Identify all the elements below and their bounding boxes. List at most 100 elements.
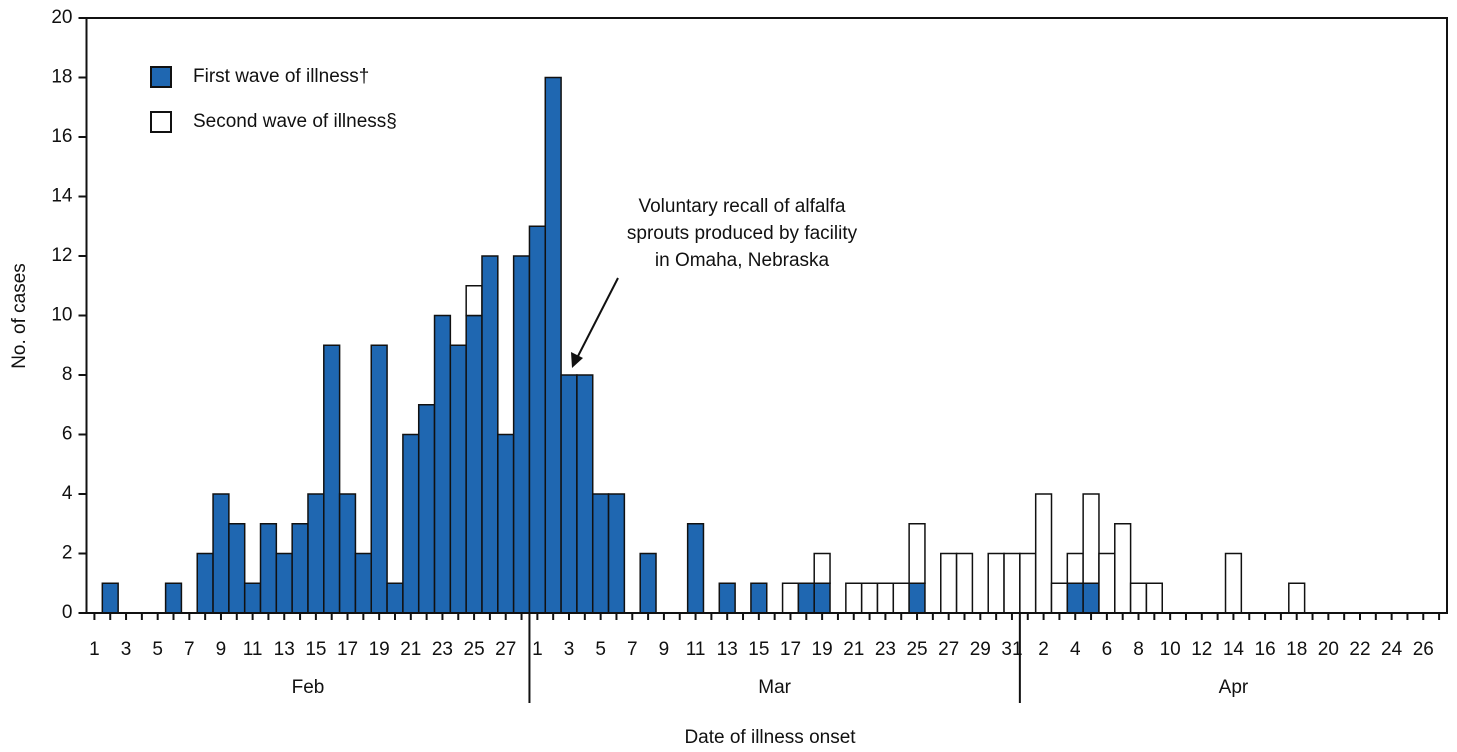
x-tick-label: 3 <box>564 639 575 660</box>
bar <box>386 582 404 614</box>
bar <box>275 552 293 614</box>
annotation: in Omaha, Nebraska <box>655 250 830 271</box>
bar <box>750 582 768 614</box>
x-tick-label: 5 <box>595 639 606 660</box>
y-tick-label: 18 <box>51 67 72 88</box>
legend-swatch <box>150 66 172 88</box>
y-tick-label: 12 <box>51 245 72 266</box>
month-label: Feb <box>292 677 325 698</box>
x-tick-label: 4 <box>1070 639 1081 660</box>
legend-label: Second wave of illness§ <box>193 111 397 132</box>
bar <box>781 582 800 614</box>
x-tick-label: 9 <box>216 639 227 660</box>
bar <box>908 523 926 584</box>
annotation: sprouts produced by facility <box>627 223 858 244</box>
x-tick-label: 27 <box>938 639 959 660</box>
bar <box>354 552 373 614</box>
x-tick-label: 9 <box>659 639 670 660</box>
bar <box>860 582 879 614</box>
x-tick-label: 17 <box>780 639 801 660</box>
bar <box>908 582 926 614</box>
bar <box>259 523 278 614</box>
x-tick-label: 27 <box>495 639 516 660</box>
bar <box>291 523 309 614</box>
x-tick-label: 21 <box>843 639 864 660</box>
x-tick-label: 11 <box>243 639 263 660</box>
legend-label: First wave of illness† <box>193 66 369 87</box>
y-tick-label: 6 <box>62 424 73 445</box>
x-tick-label: 12 <box>1191 639 1212 660</box>
x-tick-label: 26 <box>1413 639 1434 660</box>
x-tick-label: 19 <box>369 639 390 660</box>
annotation: Voluntary recall of alfalfa <box>638 196 845 217</box>
bar <box>576 374 594 614</box>
plot-frame <box>85 17 1448 614</box>
x-tick-label: 18 <box>1286 639 1307 660</box>
bar <box>639 552 657 614</box>
bar <box>528 225 547 614</box>
month-label: Mar <box>758 677 791 698</box>
bar <box>1098 552 1116 614</box>
bar <box>465 314 483 614</box>
x-tick-label: 15 <box>305 639 326 660</box>
x-axis-label: Date of illness onset <box>684 727 856 748</box>
x-tick-label: 17 <box>337 639 358 660</box>
bar <box>212 493 230 614</box>
bar <box>465 285 483 317</box>
bar <box>591 493 610 614</box>
x-tick-label: 23 <box>875 639 896 660</box>
bar <box>323 344 341 614</box>
bar <box>607 493 626 614</box>
x-tick-label: 6 <box>1102 639 1113 660</box>
y-tick-label: 2 <box>62 543 73 564</box>
annotation-arrow <box>571 277 619 368</box>
bar <box>987 552 1005 614</box>
x-tick-label: 5 <box>152 639 163 660</box>
bar <box>560 374 578 614</box>
bar <box>338 493 357 614</box>
legend-swatch <box>150 111 172 133</box>
x-tick-label: 25 <box>906 639 927 660</box>
x-tick-label: 19 <box>812 639 833 660</box>
y-tick-label: 8 <box>62 364 73 385</box>
bar <box>686 523 705 614</box>
y-tick-label: 16 <box>51 126 72 147</box>
bar <box>1082 582 1100 614</box>
bar <box>1114 523 1132 614</box>
bar <box>1224 552 1243 614</box>
bar <box>1129 582 1148 614</box>
bar <box>512 255 531 614</box>
bar <box>1050 582 1069 614</box>
x-tick-label: 13 <box>274 639 295 660</box>
y-tick-label: 4 <box>62 483 73 504</box>
bar <box>449 344 467 614</box>
x-tick-label: 15 <box>748 639 769 660</box>
bar <box>417 404 436 614</box>
bar <box>402 433 420 614</box>
x-tick-label: 11 <box>686 639 706 660</box>
bar <box>1066 582 1084 614</box>
x-tick-label: 25 <box>464 639 485 660</box>
bar <box>876 582 895 614</box>
bar <box>813 582 831 614</box>
x-tick-label: 13 <box>717 639 738 660</box>
x-tick-label: 1 <box>532 639 543 660</box>
x-tick-label: 31 <box>1001 639 1022 660</box>
y-tick-label: 14 <box>51 186 73 207</box>
bar <box>1034 493 1053 614</box>
x-tick-label: 2 <box>1038 639 1049 660</box>
bar <box>1066 552 1084 584</box>
bar <box>481 255 499 614</box>
x-tick-label: 24 <box>1381 639 1403 660</box>
bar <box>1288 582 1306 614</box>
bar <box>228 523 246 614</box>
y-tick-label: 0 <box>62 602 73 623</box>
y-tick-label: 20 <box>51 7 72 28</box>
x-tick-label: 7 <box>184 639 195 660</box>
bar <box>196 552 214 614</box>
bar <box>243 582 262 614</box>
x-tick-label: 14 <box>1223 639 1245 660</box>
bar <box>797 582 815 614</box>
x-tick-label: 1 <box>89 639 100 660</box>
